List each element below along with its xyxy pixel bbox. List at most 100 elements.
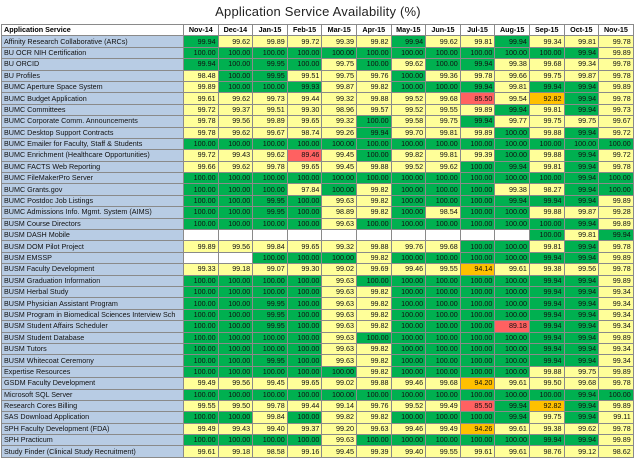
availability-cell: 99.82 (355, 80, 392, 94)
availability-cell: 99.81 (494, 80, 530, 94)
availability-cell: 99.82 (355, 342, 392, 356)
availability-cell: 100.00 (528, 46, 565, 60)
table-row: BUSM Student Affairs Scheduler 100.00 100.… (1, 320, 634, 333)
availability-cell: 99.51 (286, 69, 323, 82)
month-header: Jan-15 (252, 23, 288, 37)
availability-cell: 99.94 (183, 35, 219, 48)
availability-cell: 99.37 (217, 103, 254, 117)
availability-cell: 99.68 (563, 377, 600, 390)
availability-cell: 99.33 (183, 263, 219, 276)
availability-cell: 99.82 (355, 297, 392, 310)
availability-cell: 99.20 (321, 422, 357, 436)
availability-cell: 99.75 (321, 58, 357, 71)
availability-cell: 99.78 (252, 399, 288, 413)
availability-cell: 99.94 (563, 320, 600, 333)
availability-cell: 99.72 (286, 35, 323, 48)
availability-cell: 99.11 (598, 411, 634, 424)
availability-cell: 99.95 (252, 69, 288, 82)
availability-cell: 100.00 (252, 137, 288, 151)
availability-cell: 99.62 (563, 422, 600, 436)
table-row: BUMC Desktop Support Contracts 99.78 99.62… (1, 126, 634, 139)
availability-cell: 99.94 (563, 183, 600, 196)
availability-cell: 99.88 (355, 160, 392, 174)
availability-cell: 99.95 (252, 308, 288, 322)
availability-cell: 99.38 (528, 263, 565, 276)
availability-cell: 100.00 (390, 434, 427, 447)
table-row: BUSM Student Database 100.00 100.00 100.00 1… (1, 331, 634, 344)
availability-cell: 100.00 (425, 194, 461, 208)
service-name-cell: BUMC FileMakerPro Server (1, 172, 184, 185)
availability-cell: 99.78 (598, 69, 634, 82)
availability-cell: 100.00 (286, 434, 323, 447)
availability-cell: 99.56 (217, 115, 254, 128)
service-column-header: Application Service (1, 23, 184, 37)
availability-cell: 99.62 (425, 160, 461, 174)
table-row: BUMC Postdoc Job Listings 100.00 100.00 99.… (1, 194, 634, 208)
availability-cell: 99.89 (252, 115, 288, 128)
table-row: BUSM Course Directors 100.00 100.00 100.00 1… (1, 217, 634, 231)
service-name-cell: GSDM Faculty Development (1, 377, 184, 390)
availability-cell: 100.00 (598, 172, 634, 185)
availability-cell (390, 229, 427, 242)
availability-cell: 100.00 (459, 274, 496, 288)
availability-cell: 100.00 (390, 354, 427, 367)
table-row: BUSM EMSSP 100.00 100.00 100.00 99.82 100.00 1… (1, 251, 634, 265)
availability-cell: 99.30 (286, 263, 323, 276)
availability-cell: 99.94 (528, 80, 565, 94)
availability-cell: 100.00 (183, 285, 219, 299)
availability-cell: 99.76 (355, 69, 392, 82)
availability-cell: 99.78 (252, 160, 288, 174)
availability-cell: 99.94 (563, 434, 600, 447)
availability-cell: 99.81 (425, 149, 461, 162)
availability-cell: 99.94 (459, 58, 496, 71)
availability-cell: 99.89 (598, 194, 634, 208)
availability-cell: 99.82 (355, 251, 392, 265)
availability-cell: 99.63 (321, 308, 357, 322)
availability-cell: 100.00 (183, 137, 219, 151)
availability-cell: 99.63 (321, 354, 357, 367)
availability-cell: 99.38 (494, 58, 530, 71)
month-header: Nov-14 (183, 23, 219, 37)
availability-cell: 99.94 (563, 331, 600, 344)
availability-cell: 100.00 (494, 342, 530, 356)
availability-cell: 100.00 (459, 342, 496, 356)
availability-cell: 99.94 (563, 411, 600, 424)
table-row: BUMC Admissions Info. Mgmt. System (AIMS… (1, 206, 634, 219)
availability-cell: 100.00 (459, 331, 496, 344)
availability-cell: 99.02 (321, 263, 357, 276)
availability-cell: 99.63 (321, 320, 357, 333)
availability-cell: 99.49 (183, 422, 219, 436)
availability-cell: 100.00 (217, 274, 254, 288)
availability-cell: 99.94 (528, 320, 565, 333)
table-row: BUSM Faculty Development 99.33 99.18 99.07 9… (1, 263, 634, 276)
service-name-cell: BUSM DOM Pilot Project (1, 240, 184, 253)
availability-cell: 100.00 (494, 308, 530, 322)
availability-cell: 99.78 (598, 263, 634, 276)
availability-cell: 99.50 (217, 399, 254, 413)
availability-cell: 99.07 (252, 263, 288, 276)
availability-cell: 100.00 (390, 331, 427, 344)
availability-cell: 100.00 (217, 172, 254, 185)
availability-cell: 100.00 (390, 206, 427, 219)
availability-cell: 100.00 (355, 172, 392, 185)
availability-cell: 99.82 (355, 285, 392, 299)
month-header: Sep-15 (528, 23, 565, 37)
availability-cell: 99.82 (355, 365, 392, 379)
availability-cell: 99.94 (528, 308, 565, 322)
availability-cell: 99.63 (321, 331, 357, 344)
availability-cell: 99.68 (528, 58, 565, 71)
availability-cell: 100.00 (252, 46, 288, 60)
table-row: BUSM DASH Mobile 100.00 99.81 99.94 (1, 229, 634, 242)
availability-cell: 99.94 (563, 274, 600, 288)
availability-cell: 100.00 (494, 434, 530, 447)
table-row: Research Cores Billing 99.55 99.50 99.78 99.… (1, 399, 634, 413)
availability-cell: 100.00 (459, 160, 496, 174)
availability-cell: 100.00 (252, 331, 288, 344)
service-name-cell: Expertise Resources (1, 365, 184, 379)
availability-cell: 99.63 (321, 217, 357, 231)
availability-cell: 89.18 (494, 320, 530, 333)
availability-cell: 99.89 (598, 434, 634, 447)
availability-cell: 99.82 (321, 411, 357, 424)
availability-cell: 99.34 (598, 285, 634, 299)
availability-cell: 100.00 (217, 434, 254, 447)
